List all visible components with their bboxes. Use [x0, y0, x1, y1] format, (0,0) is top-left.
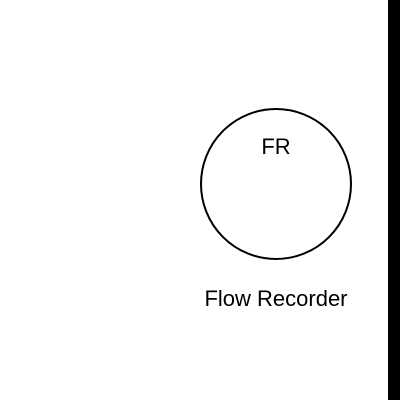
flow-recorder-symbol[interactable]: FR — [200, 108, 352, 260]
right-edge-bar — [388, 0, 400, 400]
instrument-tag: FR — [261, 134, 291, 159]
instrument-label: Flow Recorder — [204, 286, 348, 311]
